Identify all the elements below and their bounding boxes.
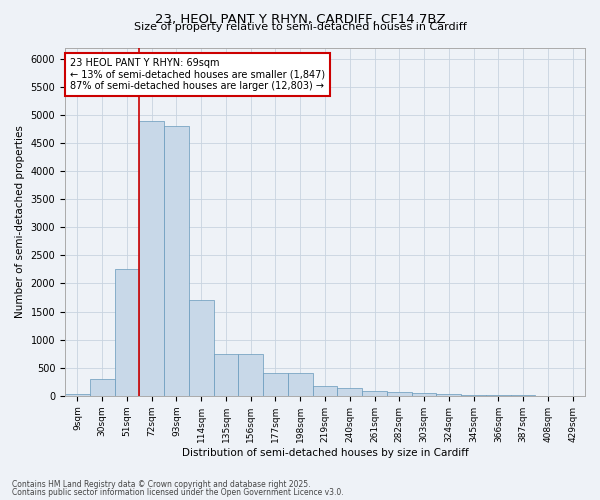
Bar bbox=[288, 374, 313, 396]
Text: Contains public sector information licensed under the Open Government Licence v3: Contains public sector information licen… bbox=[12, 488, 344, 497]
Text: Contains HM Land Registry data © Crown copyright and database right 2025.: Contains HM Land Registry data © Crown c… bbox=[12, 480, 311, 489]
Bar bbox=[189, 300, 214, 396]
Bar bbox=[164, 126, 189, 396]
Bar bbox=[238, 354, 263, 396]
X-axis label: Distribution of semi-detached houses by size in Cardiff: Distribution of semi-detached houses by … bbox=[182, 448, 469, 458]
Bar bbox=[115, 270, 139, 396]
Bar bbox=[313, 386, 337, 396]
Bar bbox=[90, 379, 115, 396]
Text: Size of property relative to semi-detached houses in Cardiff: Size of property relative to semi-detach… bbox=[134, 22, 466, 32]
Text: 23 HEOL PANT Y RHYN: 69sqm
← 13% of semi-detached houses are smaller (1,847)
87%: 23 HEOL PANT Y RHYN: 69sqm ← 13% of semi… bbox=[70, 58, 325, 91]
Bar bbox=[486, 395, 511, 396]
Bar bbox=[214, 354, 238, 396]
Bar bbox=[263, 374, 288, 396]
Bar bbox=[139, 120, 164, 396]
Bar bbox=[436, 394, 461, 396]
Bar bbox=[387, 392, 412, 396]
Bar bbox=[362, 390, 387, 396]
Bar bbox=[337, 388, 362, 396]
Y-axis label: Number of semi-detached properties: Number of semi-detached properties bbox=[15, 125, 25, 318]
Bar bbox=[412, 393, 436, 396]
Text: 23, HEOL PANT Y RHYN, CARDIFF, CF14 7BZ: 23, HEOL PANT Y RHYN, CARDIFF, CF14 7BZ bbox=[155, 12, 445, 26]
Bar bbox=[461, 395, 486, 396]
Bar bbox=[65, 394, 90, 396]
